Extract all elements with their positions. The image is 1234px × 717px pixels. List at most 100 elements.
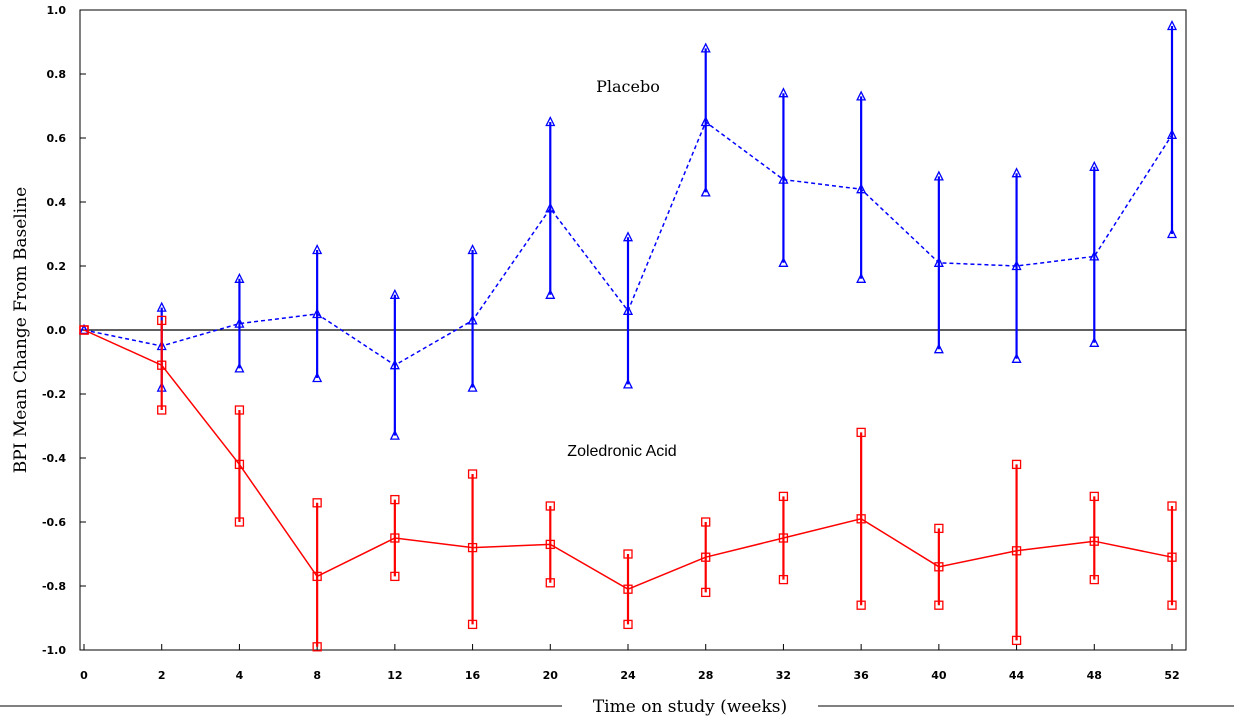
ci-marker-zoledronic-acid — [1089, 574, 1099, 585]
mean-marker-placebo — [1011, 260, 1022, 271]
ci-marker-placebo — [467, 244, 478, 255]
x-axis-title: Time on study (weeks) — [593, 697, 787, 717]
ci-marker-zoledronic-acid — [934, 523, 944, 534]
ci-marker-placebo — [700, 42, 711, 53]
y-tick-label: 0.2 — [47, 260, 67, 273]
y-tick-label: -0.4 — [42, 452, 66, 465]
ci-marker-placebo — [545, 288, 556, 299]
ci-marker-placebo — [622, 378, 634, 389]
mean-marker-zoledronic-acid — [1089, 536, 1099, 546]
ci-marker-zoledronic-acid — [623, 549, 633, 559]
ci-marker-zoledronic-acid — [701, 517, 711, 527]
x-tick-label: 40 — [931, 669, 947, 682]
ci-marker-zoledronic-acid — [1011, 635, 1022, 646]
mean-marker-zoledronic-acid — [1167, 552, 1177, 562]
y-tick-label: -0.8 — [42, 580, 66, 593]
ci-marker-zoledronic-acid — [312, 642, 322, 652]
ci-marker-placebo — [933, 170, 944, 181]
mean-marker-placebo — [622, 304, 634, 315]
mean-marker-zoledronic-acid — [778, 533, 789, 543]
x-tick-label: 0 — [80, 669, 88, 682]
y-tick-label: -0.6 — [42, 516, 66, 529]
ci-marker-placebo — [933, 343, 944, 354]
x-tick-label: 28 — [698, 669, 713, 682]
ci-marker-zoledronic-acid — [701, 587, 711, 598]
ci-marker-placebo — [234, 362, 245, 373]
ci-marker-zoledronic-acid — [1089, 491, 1099, 502]
ci-marker-zoledronic-acid — [623, 619, 633, 630]
y-tick-label: 1.0 — [47, 4, 67, 17]
mean-marker-placebo — [467, 314, 478, 325]
mean-marker-placebo — [856, 183, 867, 194]
ci-marker-zoledronic-acid — [234, 405, 245, 415]
x-tick-label: 44 — [1009, 669, 1025, 682]
ci-marker-zoledronic-acid — [390, 571, 400, 582]
ci-marker-zoledronic-acid — [778, 574, 789, 585]
x-tick-label: 20 — [543, 669, 559, 682]
mean-marker-placebo — [234, 317, 245, 328]
ci-marker-zoledronic-acid — [467, 469, 478, 479]
ci-marker-placebo — [467, 381, 478, 392]
y-axis-ticks: 1.0 0.8 0.6 0.4 0.2 0.0 -0.2 -0.4 -0.6 -0.8 -1.0 — [42, 4, 86, 657]
x-axis-ticks: 0 2 4 8 12 16 20 24 28 32 36 40 44 48 52 — [80, 644, 1180, 682]
x-tick-label: 2 — [158, 669, 166, 682]
ci-marker-placebo — [312, 372, 323, 383]
y-tick-label: 0.0 — [47, 324, 67, 337]
ci-marker-placebo — [312, 244, 323, 255]
ci-marker-zoledronic-acid — [545, 501, 555, 511]
y-tick-label: 0.8 — [47, 68, 67, 81]
x-tick-label: 16 — [465, 669, 481, 682]
mean-marker-zoledronic-acid — [234, 459, 245, 470]
x-tick-label: 24 — [620, 669, 636, 682]
mean-marker-placebo — [1089, 250, 1100, 261]
annotation-placebo: Placebo — [596, 77, 660, 96]
x-tick-label: 12 — [387, 669, 402, 682]
ci-marker-zoledronic-acid — [1167, 501, 1177, 511]
mean-marker-zoledronic-acid — [1011, 546, 1022, 556]
series-layer — [78, 20, 1178, 652]
annotation-zoledronic-acid: Zoledronic Acid — [567, 443, 676, 460]
y-tick-label: -1.0 — [42, 644, 66, 657]
mean-marker-zoledronic-acid — [390, 533, 400, 543]
ci-marker-placebo — [1166, 20, 1178, 31]
ci-marker-zoledronic-acid — [778, 491, 789, 502]
ci-marker-placebo — [856, 90, 867, 101]
mean-marker-placebo — [778, 173, 789, 184]
mean-marker-zoledronic-acid — [467, 542, 478, 553]
ci-marker-placebo — [778, 256, 789, 267]
ci-marker-zoledronic-acid — [856, 427, 866, 438]
x-tick-label: 52 — [1164, 669, 1179, 682]
ci-marker-zoledronic-acid — [1011, 459, 1022, 470]
ci-marker-zoledronic-acid — [312, 498, 322, 508]
ci-marker-zoledronic-acid — [467, 619, 478, 630]
ci-marker-placebo — [234, 272, 245, 283]
y-axis-title: BPI Mean Change From Baseline — [11, 187, 31, 473]
series-zoledronic-acid — [79, 315, 1177, 652]
ci-marker-zoledronic-acid — [157, 405, 167, 415]
mean-marker-zoledronic-acid — [856, 514, 866, 524]
mean-marker-zoledronic-acid — [623, 584, 633, 594]
ci-marker-placebo — [1011, 167, 1022, 178]
ci-marker-placebo — [389, 429, 400, 440]
ci-marker-placebo — [700, 186, 711, 197]
mean-marker-zoledronic-acid — [701, 552, 711, 562]
ci-marker-placebo — [778, 87, 789, 98]
y-tick-label: -0.2 — [42, 388, 66, 401]
x-tick-label: 36 — [853, 669, 869, 682]
ci-marker-zoledronic-acid — [856, 600, 866, 610]
mean-marker-zoledronic-acid — [79, 325, 89, 335]
ci-marker-zoledronic-acid — [545, 578, 555, 588]
mean-marker-placebo — [1166, 128, 1178, 139]
ci-marker-placebo — [856, 272, 867, 283]
ci-marker-placebo — [1166, 228, 1178, 239]
ci-marker-placebo — [156, 301, 167, 312]
mean-marker-placebo — [312, 308, 323, 319]
mean-marker-zoledronic-acid — [312, 571, 322, 582]
ci-marker-zoledronic-acid — [934, 600, 944, 610]
mean-marker-placebo — [933, 256, 944, 267]
mean-marker-zoledronic-acid — [157, 360, 167, 370]
ci-marker-zoledronic-acid — [390, 494, 400, 505]
ci-marker-placebo — [1011, 352, 1022, 363]
mean-marker-zoledronic-acid — [545, 539, 555, 550]
mean-marker-zoledronic-acid — [934, 562, 944, 572]
